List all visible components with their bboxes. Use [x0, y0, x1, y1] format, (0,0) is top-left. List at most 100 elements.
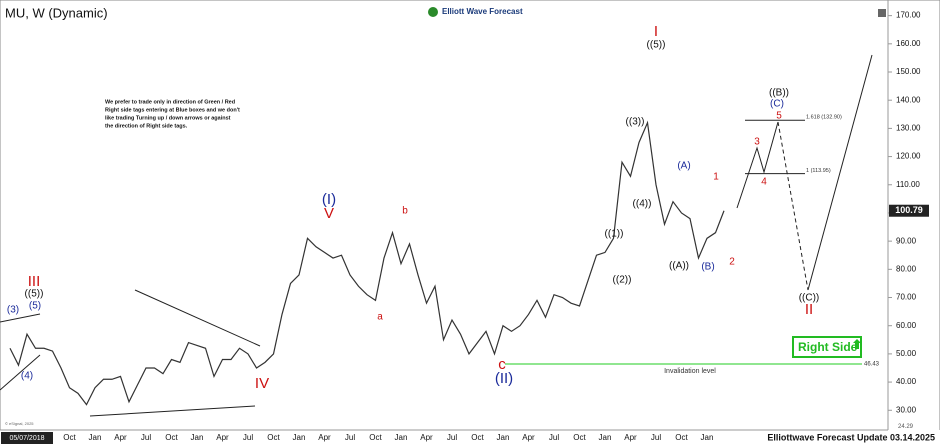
note-line: the direction of Right side tags. — [105, 123, 188, 129]
projection — [736, 121, 779, 209]
wave-label: ((C)) — [799, 293, 820, 304]
x-tick-label: Jan — [497, 433, 510, 442]
x-tick-label: 05/07/2018 — [9, 435, 44, 442]
date-box — [1, 432, 53, 444]
note-box — [103, 96, 253, 134]
projection — [807, 54, 873, 291]
x-tick-label: Jul — [243, 433, 253, 442]
projection — [777, 121, 809, 291]
note: We prefer to trade only in direction of … — [103, 96, 253, 134]
x-tick-label: Oct — [63, 433, 76, 442]
y-tick-label: 150.00 — [896, 67, 921, 76]
wave-label: ((3)) — [626, 117, 645, 128]
logo: Elliott Wave Forecast — [442, 7, 523, 16]
wave-label: 2 — [729, 257, 735, 268]
x-tick-label: Oct — [267, 433, 280, 442]
x-tick-label: Jan — [701, 433, 714, 442]
wave-label: (A) — [677, 161, 690, 172]
wave-label: I — [654, 23, 658, 40]
x-tick-label: Apr — [318, 433, 331, 442]
wave-label: c — [498, 356, 506, 373]
wave-label: b — [402, 206, 408, 217]
y-tick-label: 80.00 — [896, 264, 917, 273]
invalidation-label: 46.43 — [864, 362, 880, 368]
right-side-label: Right Side — [798, 340, 858, 354]
x-tick-label: Jul — [141, 433, 151, 442]
wave-label: 5 — [776, 111, 782, 122]
wave-label: ((4)) — [633, 199, 652, 210]
y-tick-label: 130.00 — [896, 123, 921, 132]
x-tick-label: Oct — [165, 433, 178, 442]
wave-label: (5) — [29, 301, 41, 312]
x-tick-label: Jan — [293, 433, 306, 442]
x-tick-label: Jan — [395, 433, 408, 442]
trend-line — [0, 354, 41, 391]
note-line: We prefer to trade only in direction of … — [105, 99, 235, 105]
x-tick-label: Jul — [345, 433, 355, 442]
last-price: 100.79 — [895, 205, 923, 215]
chart-title: MU, W (Dynamic) — [5, 5, 108, 20]
wave-label: ((5)) — [647, 40, 666, 51]
x-tick-label: Apr — [624, 433, 637, 442]
y-tick-label: 170.00 — [896, 11, 921, 20]
price-line — [9, 120, 725, 406]
x-tick-label: Jul — [549, 433, 559, 442]
logo-icon — [428, 7, 438, 17]
x-tick-label: Oct — [573, 433, 586, 442]
wave-label: (4) — [21, 371, 33, 382]
y-tick-label: 160.00 — [896, 39, 921, 48]
x-tick-label: Jul — [651, 433, 661, 442]
x-tick-label: Jan — [191, 433, 204, 442]
y-tick-label: 50.00 — [896, 349, 917, 358]
right-side-box — [792, 336, 862, 358]
x-tick-label: Jul — [447, 433, 457, 442]
menu-icon — [878, 9, 886, 17]
invalidation-text: Invalidation level — [664, 368, 716, 375]
y-tick-label: 90.00 — [896, 236, 917, 245]
wave-label: II — [805, 301, 813, 318]
wave-label: (I) — [322, 191, 336, 208]
wave-label: (3) — [7, 305, 19, 316]
x-tick-label: Oct — [471, 433, 484, 442]
copyright: © eSignal, 2025 — [5, 421, 34, 426]
y-tick-label: 40.00 — [896, 377, 917, 386]
note-line: like trading Turning up / down arrows or… — [105, 115, 231, 121]
trend-line — [0, 313, 41, 323]
wave-label: V — [324, 205, 334, 222]
y-tick-label: 140.00 — [896, 95, 921, 104]
wave-label: III — [28, 273, 41, 290]
bottom-price: 24.29 — [898, 424, 914, 430]
x-tick-label: Apr — [522, 433, 535, 442]
note-line: Right side tags entering at Blue boxes a… — [105, 107, 240, 113]
wave-label: a — [377, 312, 383, 323]
x-tick-label: Oct — [675, 433, 688, 442]
trend-line — [134, 289, 261, 347]
fib-label: 1 (113.95) — [806, 168, 831, 174]
wave-label: ((5)) — [25, 289, 44, 300]
last-price-box — [889, 204, 929, 217]
x-axis-band — [0, 430, 940, 447]
x-tick-label: Apr — [216, 433, 229, 442]
trend-lines — [0, 54, 873, 417]
x-tick-label: Apr — [420, 433, 433, 442]
wave-label: (C) — [770, 99, 784, 110]
wave-label: 4 — [761, 177, 767, 188]
footer: Elliottwave Forecast Update 03.14.2025 — [767, 432, 935, 442]
y-tick-label: 60.00 — [896, 321, 917, 330]
wave-label: (II) — [495, 370, 513, 387]
y-tick-label: 110.00 — [896, 180, 920, 189]
y-tick-label: 70.00 — [896, 293, 917, 302]
wave-label: ((2)) — [613, 275, 632, 286]
wave-label: 3 — [754, 137, 760, 148]
wave-label: ((1)) — [605, 229, 624, 240]
wave-label: 1 — [713, 172, 719, 183]
x-tick-label: Oct — [369, 433, 382, 442]
x-tick-label: Jan — [89, 433, 102, 442]
wave-label: ((B)) — [769, 88, 789, 99]
wave-label: ((A)) — [669, 261, 689, 272]
wave-label: (B) — [701, 262, 714, 273]
y-tick-label: 30.00 — [896, 405, 917, 414]
trend-line — [89, 405, 256, 417]
